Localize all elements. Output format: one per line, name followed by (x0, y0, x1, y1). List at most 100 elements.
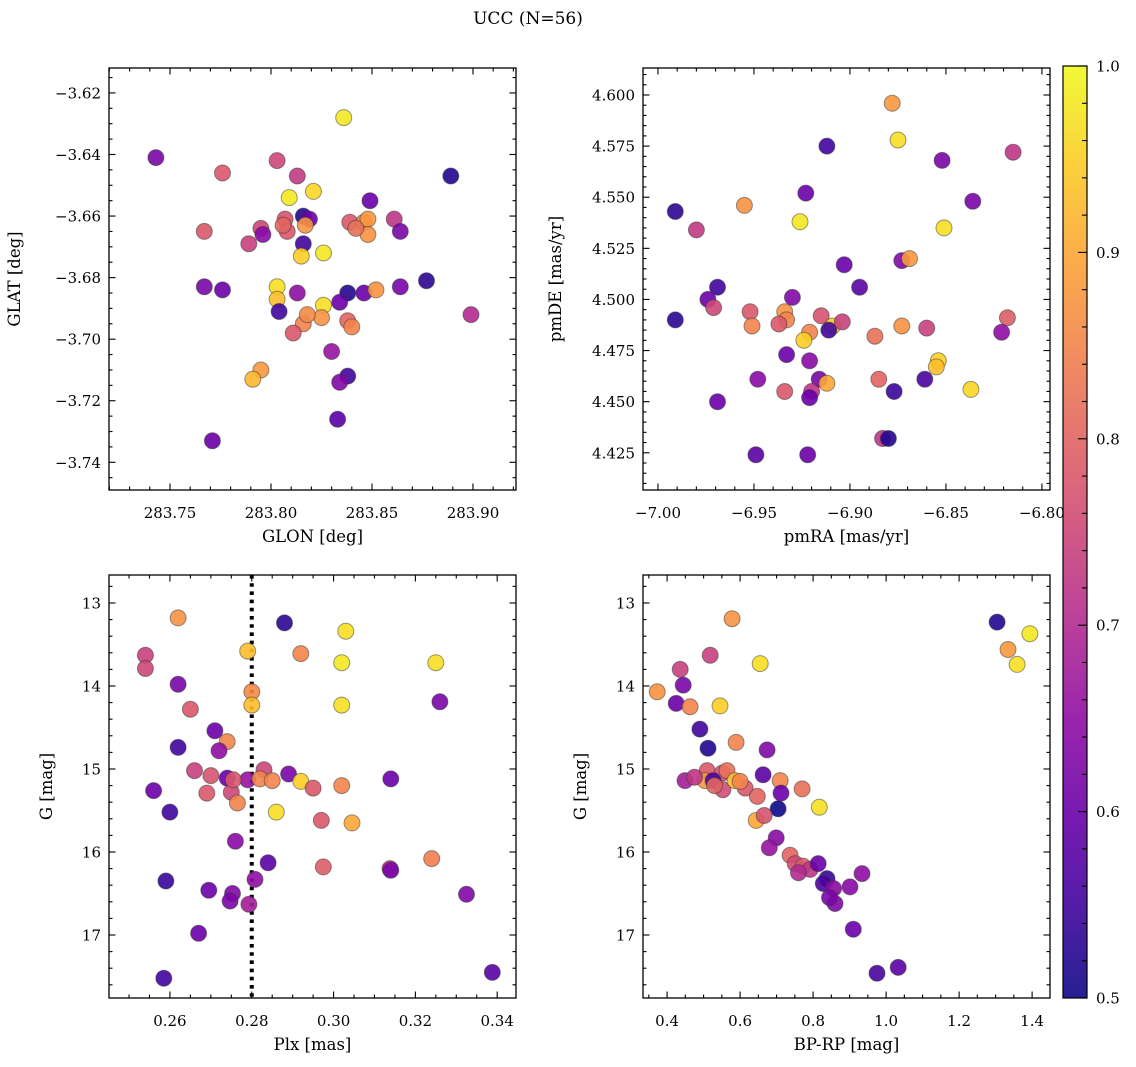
star-point (711, 697, 729, 715)
x-tick-label: 0.26 (153, 1012, 186, 1030)
star-point (323, 343, 341, 360)
star-point (988, 613, 1006, 631)
star-point (224, 771, 242, 789)
star-point (157, 872, 175, 890)
star-point (818, 137, 836, 155)
y-tick-label: 16 (616, 844, 635, 862)
pmra-pmde-axes-frame (642, 67, 1051, 491)
star-point (296, 216, 314, 234)
star-point (705, 299, 723, 317)
star-point (244, 370, 262, 388)
star-point (145, 782, 163, 800)
star-point (1021, 625, 1039, 643)
y-tick-label: 4.575 (592, 138, 635, 156)
star-point (741, 303, 759, 321)
star-point (246, 870, 264, 888)
star-point (885, 383, 903, 400)
star-point (259, 854, 277, 872)
x-tick-label: 0.8 (801, 1012, 825, 1030)
x-tick-label: 0.32 (399, 1012, 432, 1030)
star-point (483, 963, 501, 981)
bprp-g-y-axis-title: G [mag] (571, 753, 590, 820)
star-point (442, 167, 460, 185)
star-point (883, 94, 901, 112)
star-point (418, 272, 435, 290)
figure-title: UCC (N=56) (473, 9, 583, 29)
star-point (268, 152, 286, 170)
star-point (315, 244, 332, 262)
star-point (687, 221, 705, 239)
y-tick-label: 15 (616, 761, 635, 779)
x-tick-label: −6.90 (827, 504, 873, 522)
x-tick-label: 0.6 (728, 1012, 752, 1030)
star-point (812, 307, 830, 325)
star-point (790, 864, 807, 882)
star-point (916, 370, 934, 388)
star-point (198, 784, 216, 802)
star-point (155, 969, 173, 987)
star-point (727, 733, 745, 751)
star-point (769, 800, 787, 818)
star-point (382, 770, 400, 788)
glon-glat-points (147, 109, 480, 450)
star-point (331, 293, 349, 311)
star-point (333, 696, 351, 714)
star-point (284, 324, 302, 342)
glon-glat-axes-frame (108, 67, 517, 491)
pmra-pmde-y-axis-title: pmDE [mas/yr] (546, 216, 565, 342)
star-point (841, 878, 859, 896)
star-point (391, 278, 409, 296)
y-tick-label: 17 (82, 927, 101, 945)
y-tick-label: 4.550 (592, 189, 635, 207)
star-point (254, 226, 272, 243)
star-point (337, 622, 355, 640)
plx-g-axes-frame (108, 574, 517, 999)
star-point (870, 370, 888, 388)
y-tick-label: 4.425 (592, 444, 635, 462)
star-point (304, 182, 322, 200)
star-point (833, 313, 851, 331)
star-point (666, 311, 684, 329)
star-point (161, 803, 179, 821)
y-tick-label: −3.64 (55, 146, 101, 164)
star-point (292, 645, 310, 663)
star-point (731, 772, 749, 790)
pmra-pmde-points (666, 94, 1022, 464)
star-point (267, 803, 285, 821)
star-point (200, 881, 218, 899)
plx-g-x-axis-title: Plx [mas] (274, 1035, 352, 1054)
x-tick-label: −6.95 (731, 504, 777, 522)
plx-g-labels: 0.26 0.28 0.30 0.32 0.34 13 14 15 16 17 Plx [mas] G… (37, 595, 514, 1055)
panel-bprp-g: 0.4 0.6 0.8 1.0 1.2 1.4 13 14 15 16 17 BP-RP [mag] G… (571, 574, 1051, 1054)
star-point (263, 772, 281, 790)
star-point (749, 370, 767, 388)
star-point (666, 203, 684, 220)
star-point (999, 641, 1017, 658)
star-point (288, 167, 306, 185)
star-point (667, 694, 685, 712)
colorbar-tick-label: 0.5 (1096, 990, 1120, 1008)
star-point (190, 924, 208, 942)
y-tick-label: −3.68 (55, 269, 101, 287)
star-point (210, 742, 228, 760)
x-tick-label: 1.2 (947, 1012, 971, 1030)
x-tick-label: 0.30 (317, 1012, 350, 1030)
y-tick-label: 4.600 (592, 87, 635, 105)
star-point (195, 222, 213, 240)
star-point (240, 235, 258, 253)
star-point (735, 196, 753, 214)
x-tick-label: 0.28 (235, 1012, 268, 1030)
pmra-pmde-labels: −7.00 −6.95 −6.90 −6.85 −6.80 4.425 4.450 4.475… (546, 87, 1065, 547)
star-point (312, 811, 330, 829)
star-point (835, 256, 853, 274)
x-tick-label: 283.75 (144, 504, 197, 522)
star-point (893, 317, 911, 335)
y-tick-label: 17 (616, 927, 635, 945)
star-point (879, 430, 897, 447)
star-point (889, 131, 907, 149)
bprp-g-points (648, 610, 1039, 982)
x-tick-label: 0.34 (480, 1012, 513, 1030)
pmra-pmde-x-axis-title: pmRA [mas/yr] (784, 527, 909, 546)
